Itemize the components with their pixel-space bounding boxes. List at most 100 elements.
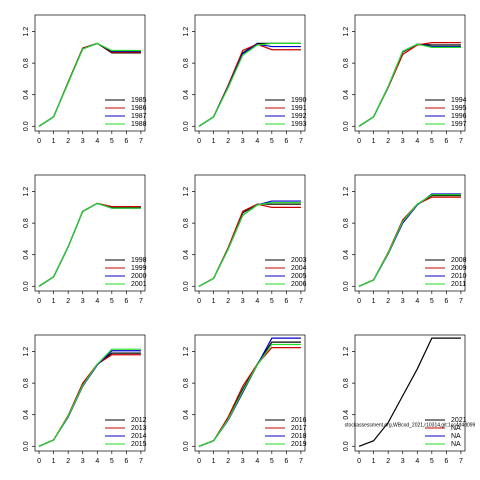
x-tick-label: 0 <box>197 298 201 305</box>
legend-label: 2013 <box>131 425 147 432</box>
series-line <box>198 203 301 287</box>
x-tick-label: 0 <box>197 138 201 145</box>
x-tick-label: 4 <box>95 138 99 145</box>
series-line <box>198 337 301 447</box>
y-tick-label: 0.8 <box>183 218 190 228</box>
legend-label: 2008 <box>451 257 467 264</box>
y-tick-label: 1.2 <box>183 347 190 357</box>
x-tick-label: 7 <box>299 458 303 465</box>
legend-label: 2003 <box>291 257 307 264</box>
y-tick-label: 0.4 <box>343 410 350 420</box>
x-tick-label: 3 <box>241 458 245 465</box>
series-line <box>38 352 141 447</box>
x-tick-label: 6 <box>444 458 448 465</box>
series-line <box>198 341 301 447</box>
legend-label: 2012 <box>131 417 147 424</box>
x-tick-label: 6 <box>444 138 448 145</box>
x-tick-label: 3 <box>401 458 405 465</box>
legend-label: 1999 <box>131 265 147 272</box>
x-tick-label: 7 <box>299 298 303 305</box>
series-line <box>198 202 301 287</box>
legend-label: 2001 <box>131 281 147 288</box>
y-tick-label: 0.4 <box>343 250 350 260</box>
legend-label: 1995 <box>451 105 467 112</box>
legend-label: 1987 <box>131 113 147 120</box>
x-tick-label: 2 <box>386 458 390 465</box>
x-tick-label: 5 <box>430 138 434 145</box>
y-tick-label: 1.2 <box>183 187 190 197</box>
y-tick-label: 0.4 <box>343 90 350 100</box>
x-tick-label: 2 <box>66 458 70 465</box>
x-tick-label: 2 <box>386 138 390 145</box>
series-line <box>358 42 461 127</box>
plot-frame <box>194 14 306 132</box>
x-tick-label: 5 <box>110 298 114 305</box>
series-line <box>38 350 141 447</box>
series-line <box>198 42 301 127</box>
y-tick-label: 1.2 <box>23 347 30 357</box>
legend-label: NA <box>451 433 461 440</box>
x-tick-label: 0 <box>37 298 41 305</box>
x-tick-label: 7 <box>139 458 143 465</box>
legend-label: 2021 <box>451 417 467 424</box>
series-line <box>358 337 461 447</box>
legend-label: NA <box>451 425 461 432</box>
x-tick-label: 4 <box>255 138 259 145</box>
x-tick-label: 0 <box>357 458 361 465</box>
legend-label: 1985 <box>131 97 147 104</box>
plot-frame <box>34 174 146 292</box>
plot-frame <box>194 334 306 452</box>
series-line <box>38 202 141 287</box>
y-tick-label: 0.8 <box>343 58 350 68</box>
series-line <box>38 354 141 447</box>
legend-label: 2006 <box>291 281 307 288</box>
x-tick-label: 7 <box>139 138 143 145</box>
x-tick-label: 2 <box>226 138 230 145</box>
series-line <box>38 42 141 127</box>
legend-label: 1998 <box>131 257 147 264</box>
series-line <box>198 43 301 127</box>
y-tick-label: 1.2 <box>343 27 350 37</box>
y-tick-label: 0.0 <box>343 441 350 451</box>
x-tick-label: 1 <box>372 138 376 145</box>
x-tick-label: 1 <box>212 138 216 145</box>
x-tick-label: 5 <box>110 458 114 465</box>
y-tick-label: 1.2 <box>183 27 190 37</box>
series-line <box>198 347 301 447</box>
x-tick-label: 1 <box>372 298 376 305</box>
legend-label: 1990 <box>291 97 307 104</box>
legend-label: 1994 <box>451 97 467 104</box>
legend-label: 2018 <box>291 433 307 440</box>
y-tick-label: 1.2 <box>343 187 350 197</box>
x-tick-label: 2 <box>66 138 70 145</box>
legend-label: 2000 <box>131 273 147 280</box>
x-tick-label: 0 <box>197 458 201 465</box>
series-line <box>38 202 141 287</box>
y-tick-label: 0.4 <box>23 90 30 100</box>
x-tick-label: 2 <box>66 298 70 305</box>
x-tick-label: 6 <box>124 138 128 145</box>
series-line <box>198 343 301 447</box>
x-tick-label: 6 <box>124 458 128 465</box>
y-tick-label: 0.4 <box>23 410 30 420</box>
legend-label: 2015 <box>131 441 147 448</box>
y-tick-label: 0.8 <box>183 58 190 68</box>
x-tick-label: 6 <box>124 298 128 305</box>
y-tick-label: 1.2 <box>23 187 30 197</box>
series-line <box>198 200 301 287</box>
plot-frame <box>354 174 466 292</box>
y-tick-label: 1.2 <box>343 347 350 357</box>
x-tick-label: 6 <box>284 298 288 305</box>
legend-label: 1997 <box>451 121 467 128</box>
y-tick-label: 0.8 <box>23 378 30 388</box>
plot-frame <box>34 14 146 132</box>
y-tick-label: 0.8 <box>343 218 350 228</box>
x-tick-label: 1 <box>212 458 216 465</box>
y-tick-label: 0.4 <box>183 250 190 260</box>
y-tick-label: 0.8 <box>183 378 190 388</box>
y-tick-label: 0.0 <box>183 441 190 451</box>
y-tick-label: 0.8 <box>343 378 350 388</box>
x-tick-label: 2 <box>226 298 230 305</box>
legend-label: 2005 <box>291 273 307 280</box>
